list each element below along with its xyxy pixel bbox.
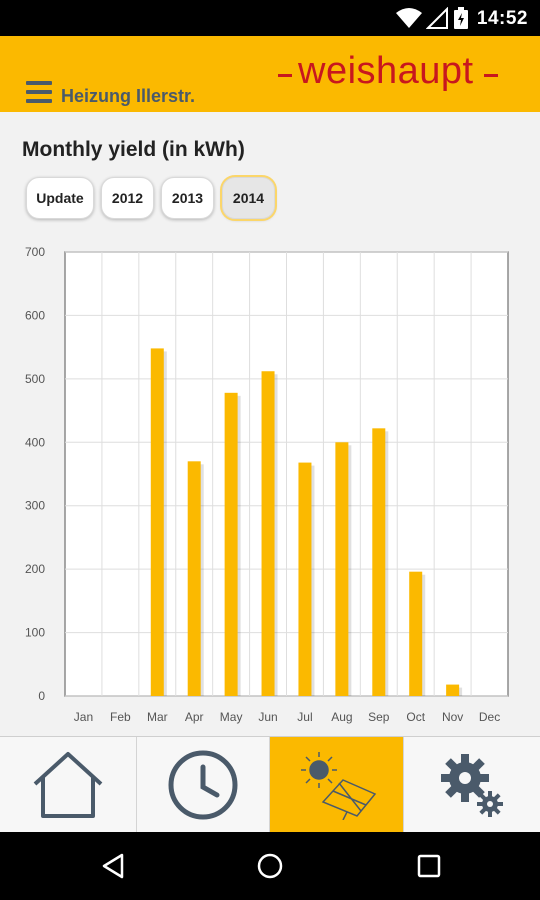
status-time: 14:52	[476, 8, 528, 29]
x-tick-label: Jul	[297, 710, 312, 724]
x-tick-label: Mar	[147, 710, 168, 724]
brand-logo: weishaupt	[298, 50, 474, 92]
monthly-yield-chart: 0 100 200 300 400 500 600 700 Jan Feb Mar Apr May Jun…	[25, 245, 509, 724]
main-content: Monthly yield (in kWh) Update 2012 2013 …	[0, 112, 540, 736]
home-circle-icon[interactable]	[257, 853, 283, 879]
back-icon[interactable]	[101, 853, 125, 879]
x-tick-label: Jan	[74, 710, 93, 724]
year-2013-button[interactable]: 2013	[161, 177, 214, 219]
y-tick-label: 400	[25, 435, 45, 449]
wifi-icon	[396, 8, 422, 28]
brand-dash-right	[484, 74, 498, 77]
y-tick-label: 600	[25, 308, 45, 322]
y-tick-label: 500	[25, 372, 45, 386]
x-tick-label: Dec	[479, 710, 500, 724]
x-tick-label: Apr	[185, 710, 204, 724]
header-title: Heizung Illerstr.	[61, 86, 196, 106]
x-tick-label: Aug	[331, 710, 352, 724]
y-tick-label: 700	[25, 245, 45, 259]
y-tick-label: 0	[38, 689, 45, 703]
x-tick-label: May	[220, 710, 243, 724]
brand-dash-left	[278, 74, 292, 77]
battery-charging-icon	[454, 7, 468, 29]
settings-gears-icon	[441, 754, 503, 817]
nav-tab-settings[interactable]	[404, 737, 540, 833]
update-button[interactable]: Update	[26, 177, 94, 219]
y-tick-label: 100	[25, 626, 45, 640]
nav-tab-solar[interactable]	[270, 737, 404, 833]
recents-icon[interactable]	[417, 853, 441, 879]
bar-jul	[298, 462, 312, 696]
home-icon	[33, 752, 103, 818]
x-tick-label: Feb	[110, 710, 131, 724]
hamburger-menu-icon[interactable]	[26, 81, 52, 103]
bar-apr	[187, 461, 201, 696]
bar-may	[224, 392, 238, 696]
bar-mar	[150, 348, 164, 696]
bar-jun	[261, 371, 275, 696]
bar-nov	[446, 684, 460, 696]
bar-sep	[372, 428, 386, 696]
y-tick-label: 200	[25, 562, 45, 576]
y-tick-label: 300	[25, 499, 45, 513]
x-tick-label: Nov	[442, 710, 463, 724]
status-bar: 14:52	[0, 0, 540, 36]
page-title: Monthly yield (in kWh)	[22, 138, 245, 161]
nav-tab-home[interactable]	[0, 737, 137, 833]
app-header: Heizung Illerstr. weishaupt	[0, 36, 540, 112]
x-tick-label: Sep	[368, 710, 390, 724]
clock-icon	[168, 750, 238, 820]
no-signal-icon	[426, 7, 448, 29]
year-2012-button[interactable]: 2012	[101, 177, 154, 219]
x-tick-label: Oct	[406, 710, 425, 724]
bar-aug	[335, 442, 349, 696]
solar-panel-icon	[300, 752, 376, 820]
nav-tab-schedule[interactable]	[137, 737, 270, 833]
system-nav-bar	[0, 832, 540, 900]
year-2014-button[interactable]: 2014	[222, 177, 275, 219]
bottom-nav	[0, 736, 540, 833]
bar-oct	[409, 571, 423, 696]
x-tick-label: Jun	[258, 710, 277, 724]
